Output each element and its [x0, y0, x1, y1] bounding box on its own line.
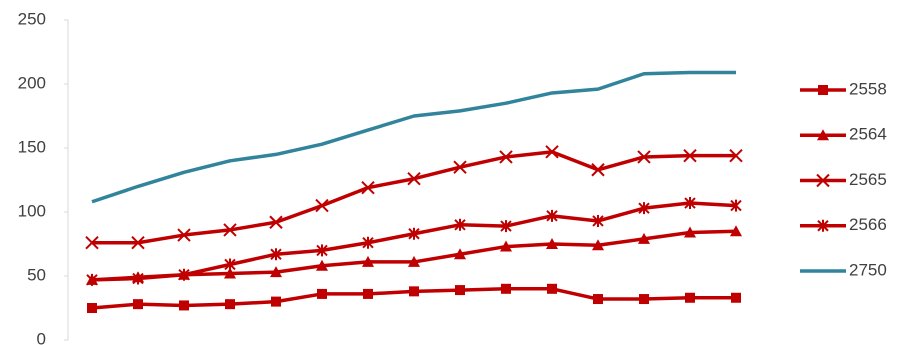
marker	[546, 238, 558, 249]
legend-marker	[817, 129, 829, 141]
legend-marker	[818, 85, 828, 95]
marker	[133, 299, 143, 310]
marker	[592, 239, 604, 251]
marker	[87, 303, 97, 313]
marker	[408, 255, 420, 267]
marker	[593, 294, 603, 305]
marker	[363, 288, 373, 299]
marker	[591, 163, 605, 177]
marker	[178, 268, 190, 281]
marker	[684, 226, 696, 238]
marker	[85, 236, 99, 250]
y-tick-label: 150	[18, 137, 46, 156]
marker	[225, 299, 235, 310]
legend-marker	[817, 219, 829, 232]
y-tick-label: 0	[37, 329, 46, 345]
marker	[638, 202, 650, 215]
marker	[177, 228, 191, 242]
marker	[546, 209, 558, 222]
marker	[408, 227, 420, 240]
marker	[86, 273, 98, 286]
marker	[362, 236, 374, 249]
marker	[269, 215, 283, 229]
marker	[685, 292, 695, 303]
marker	[409, 286, 419, 297]
legend-label: 2558	[849, 79, 887, 98]
marker	[407, 172, 421, 186]
marker	[684, 197, 696, 210]
marker	[362, 255, 374, 267]
y-tick-label: 100	[18, 201, 46, 220]
marker	[454, 248, 466, 260]
marker	[224, 258, 236, 271]
marker	[729, 148, 743, 163]
legend-label: 2565	[849, 170, 887, 189]
marker	[731, 292, 741, 303]
legend-label: 2750	[849, 260, 887, 279]
marker	[179, 300, 189, 311]
marker	[592, 214, 604, 227]
y-tick-label: 200	[18, 73, 46, 92]
series-line	[91, 70, 736, 204]
marker	[683, 148, 697, 163]
marker	[132, 272, 144, 285]
marker	[453, 160, 467, 174]
marker	[638, 232, 650, 244]
y-tick-label: 50	[27, 265, 46, 284]
legend-label: 2564	[849, 125, 887, 144]
marker	[455, 285, 465, 296]
y-tick-label: 250	[18, 9, 46, 28]
marker	[501, 283, 511, 294]
marker	[547, 283, 557, 294]
marker	[270, 266, 282, 278]
marker	[271, 296, 281, 307]
marker	[361, 180, 375, 195]
marker	[316, 259, 328, 271]
marker	[316, 244, 328, 257]
marker	[730, 225, 742, 237]
marker	[224, 267, 236, 279]
marker	[500, 240, 512, 252]
marker	[639, 294, 649, 305]
marker	[500, 220, 512, 233]
marker	[315, 198, 329, 213]
marker	[317, 288, 327, 299]
legend-marker	[816, 173, 830, 188]
marker	[499, 150, 513, 164]
marker	[454, 218, 466, 231]
marker	[545, 145, 559, 159]
marker	[637, 150, 651, 164]
marker	[131, 236, 145, 250]
marker	[223, 223, 237, 237]
marker	[270, 248, 282, 261]
marker	[730, 199, 742, 212]
legend-label: 2566	[849, 215, 887, 234]
